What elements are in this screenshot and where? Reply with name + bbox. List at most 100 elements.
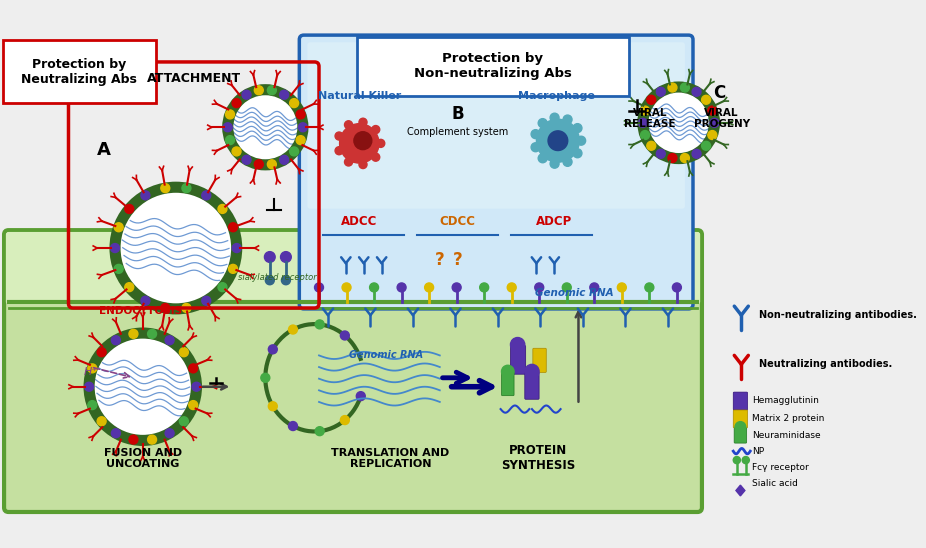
Text: sialylated receptor: sialylated receptor	[238, 273, 317, 282]
Circle shape	[692, 87, 701, 96]
Circle shape	[573, 149, 582, 158]
Text: ADCC: ADCC	[341, 215, 378, 228]
Circle shape	[641, 130, 649, 140]
Circle shape	[425, 283, 433, 292]
Circle shape	[707, 106, 717, 115]
Circle shape	[242, 155, 251, 164]
Text: Fcγ receptor: Fcγ receptor	[752, 463, 808, 472]
Circle shape	[269, 345, 277, 354]
Circle shape	[538, 154, 547, 163]
Circle shape	[289, 325, 297, 334]
FancyBboxPatch shape	[733, 410, 747, 428]
Text: Protection by
Non-neutralizing Abs: Protection by Non-neutralizing Abs	[414, 53, 571, 81]
Text: Complement system: Complement system	[407, 127, 508, 137]
Text: A: A	[97, 141, 111, 158]
Circle shape	[268, 160, 276, 169]
Circle shape	[282, 276, 291, 285]
Circle shape	[538, 118, 547, 128]
Circle shape	[165, 336, 174, 345]
Circle shape	[532, 130, 540, 139]
Circle shape	[573, 124, 582, 133]
Circle shape	[165, 429, 174, 438]
Circle shape	[577, 136, 585, 145]
Circle shape	[281, 252, 292, 262]
Circle shape	[359, 118, 367, 126]
Circle shape	[290, 99, 298, 107]
Circle shape	[510, 338, 525, 352]
Circle shape	[289, 421, 297, 431]
Circle shape	[359, 161, 367, 169]
Circle shape	[707, 130, 717, 140]
Text: Matrix 2 protein: Matrix 2 protein	[752, 414, 824, 423]
Circle shape	[315, 320, 324, 329]
Circle shape	[111, 429, 120, 438]
Text: Non-neutralizing antibodies.: Non-neutralizing antibodies.	[759, 310, 917, 320]
Circle shape	[315, 427, 324, 436]
Circle shape	[229, 264, 237, 273]
FancyBboxPatch shape	[4, 230, 702, 512]
Circle shape	[125, 283, 133, 292]
Circle shape	[672, 283, 682, 292]
Circle shape	[335, 132, 344, 140]
Text: ?: ?	[435, 250, 444, 269]
Circle shape	[111, 336, 120, 345]
Circle shape	[357, 392, 365, 401]
Circle shape	[369, 283, 379, 292]
Circle shape	[692, 149, 701, 158]
Circle shape	[232, 99, 241, 107]
Circle shape	[89, 333, 196, 441]
Text: ATTACHMENT: ATTACHMENT	[146, 72, 241, 84]
Circle shape	[255, 86, 263, 95]
Circle shape	[141, 191, 150, 200]
Circle shape	[268, 86, 276, 95]
Circle shape	[668, 153, 677, 163]
Text: C: C	[713, 84, 725, 102]
Text: VIRAL
PROGENY: VIRAL PROGENY	[694, 107, 750, 129]
Circle shape	[97, 417, 106, 426]
Circle shape	[641, 106, 649, 115]
Circle shape	[710, 118, 719, 127]
Circle shape	[110, 243, 119, 253]
Text: Natural Killer: Natural Killer	[318, 91, 401, 101]
Circle shape	[226, 136, 234, 145]
Text: Sialic acid: Sialic acid	[752, 479, 798, 488]
Circle shape	[563, 157, 572, 167]
Circle shape	[315, 283, 323, 292]
Circle shape	[218, 283, 227, 292]
Circle shape	[590, 283, 599, 292]
Circle shape	[161, 304, 169, 312]
Circle shape	[226, 110, 234, 119]
Circle shape	[644, 283, 654, 292]
Circle shape	[618, 283, 626, 292]
Circle shape	[535, 283, 544, 292]
Circle shape	[181, 184, 191, 192]
Circle shape	[261, 373, 269, 383]
Circle shape	[507, 283, 516, 292]
Circle shape	[115, 187, 237, 309]
Circle shape	[189, 401, 197, 409]
Circle shape	[125, 204, 133, 213]
Circle shape	[88, 364, 97, 373]
Polygon shape	[736, 485, 745, 496]
Circle shape	[290, 147, 298, 156]
Circle shape	[536, 119, 580, 162]
Circle shape	[548, 131, 568, 151]
Circle shape	[657, 149, 665, 158]
Circle shape	[371, 153, 380, 161]
Circle shape	[681, 83, 689, 92]
Circle shape	[354, 132, 372, 150]
Circle shape	[638, 118, 647, 127]
Circle shape	[344, 158, 353, 166]
Circle shape	[646, 95, 656, 104]
Circle shape	[340, 124, 379, 163]
Circle shape	[733, 456, 741, 464]
Text: Genomic RNA: Genomic RNA	[534, 288, 613, 298]
Circle shape	[298, 123, 307, 132]
Circle shape	[189, 364, 197, 373]
Circle shape	[296, 136, 305, 145]
Circle shape	[147, 435, 156, 444]
Circle shape	[88, 401, 97, 409]
Circle shape	[202, 296, 211, 305]
Circle shape	[646, 141, 656, 150]
Text: Neutralizing antibodies.: Neutralizing antibodies.	[759, 359, 893, 369]
